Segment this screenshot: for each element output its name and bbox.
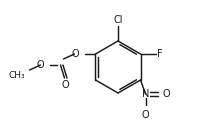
Text: Cl: Cl [113, 14, 123, 24]
Text: N: N [142, 89, 149, 99]
Text: F: F [157, 49, 162, 59]
Text: O: O [37, 60, 45, 70]
Text: O: O [62, 80, 69, 90]
Text: O: O [163, 89, 170, 99]
Text: O: O [72, 49, 79, 59]
Text: CH₃: CH₃ [9, 71, 25, 80]
Text: O: O [142, 110, 149, 120]
